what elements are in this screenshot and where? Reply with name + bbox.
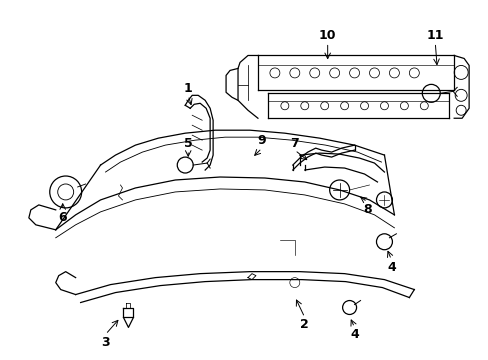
- Text: 1: 1: [183, 82, 192, 95]
- Text: 9: 9: [257, 134, 265, 147]
- Text: 8: 8: [363, 203, 371, 216]
- Text: 5: 5: [183, 137, 192, 150]
- Text: 10: 10: [318, 29, 336, 42]
- Text: 3: 3: [101, 336, 110, 349]
- Text: 7: 7: [290, 137, 299, 150]
- Text: 6: 6: [58, 211, 67, 224]
- Text: 4: 4: [349, 328, 358, 341]
- Text: 4: 4: [386, 261, 395, 274]
- Text: 11: 11: [426, 29, 443, 42]
- Text: 2: 2: [300, 318, 308, 331]
